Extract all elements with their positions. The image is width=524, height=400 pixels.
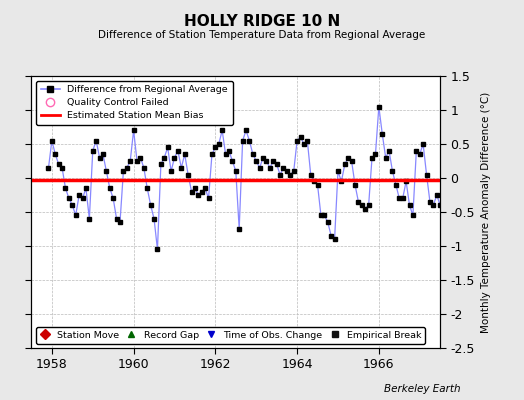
Text: HOLLY RIDGE 10 N: HOLLY RIDGE 10 N [184,14,340,29]
Legend: Station Move, Record Gap, Time of Obs. Change, Empirical Break: Station Move, Record Gap, Time of Obs. C… [36,327,425,344]
Text: Difference of Station Temperature Data from Regional Average: Difference of Station Temperature Data f… [99,30,425,40]
Y-axis label: Monthly Temperature Anomaly Difference (°C): Monthly Temperature Anomaly Difference (… [481,91,490,333]
Text: Berkeley Earth: Berkeley Earth [385,384,461,394]
